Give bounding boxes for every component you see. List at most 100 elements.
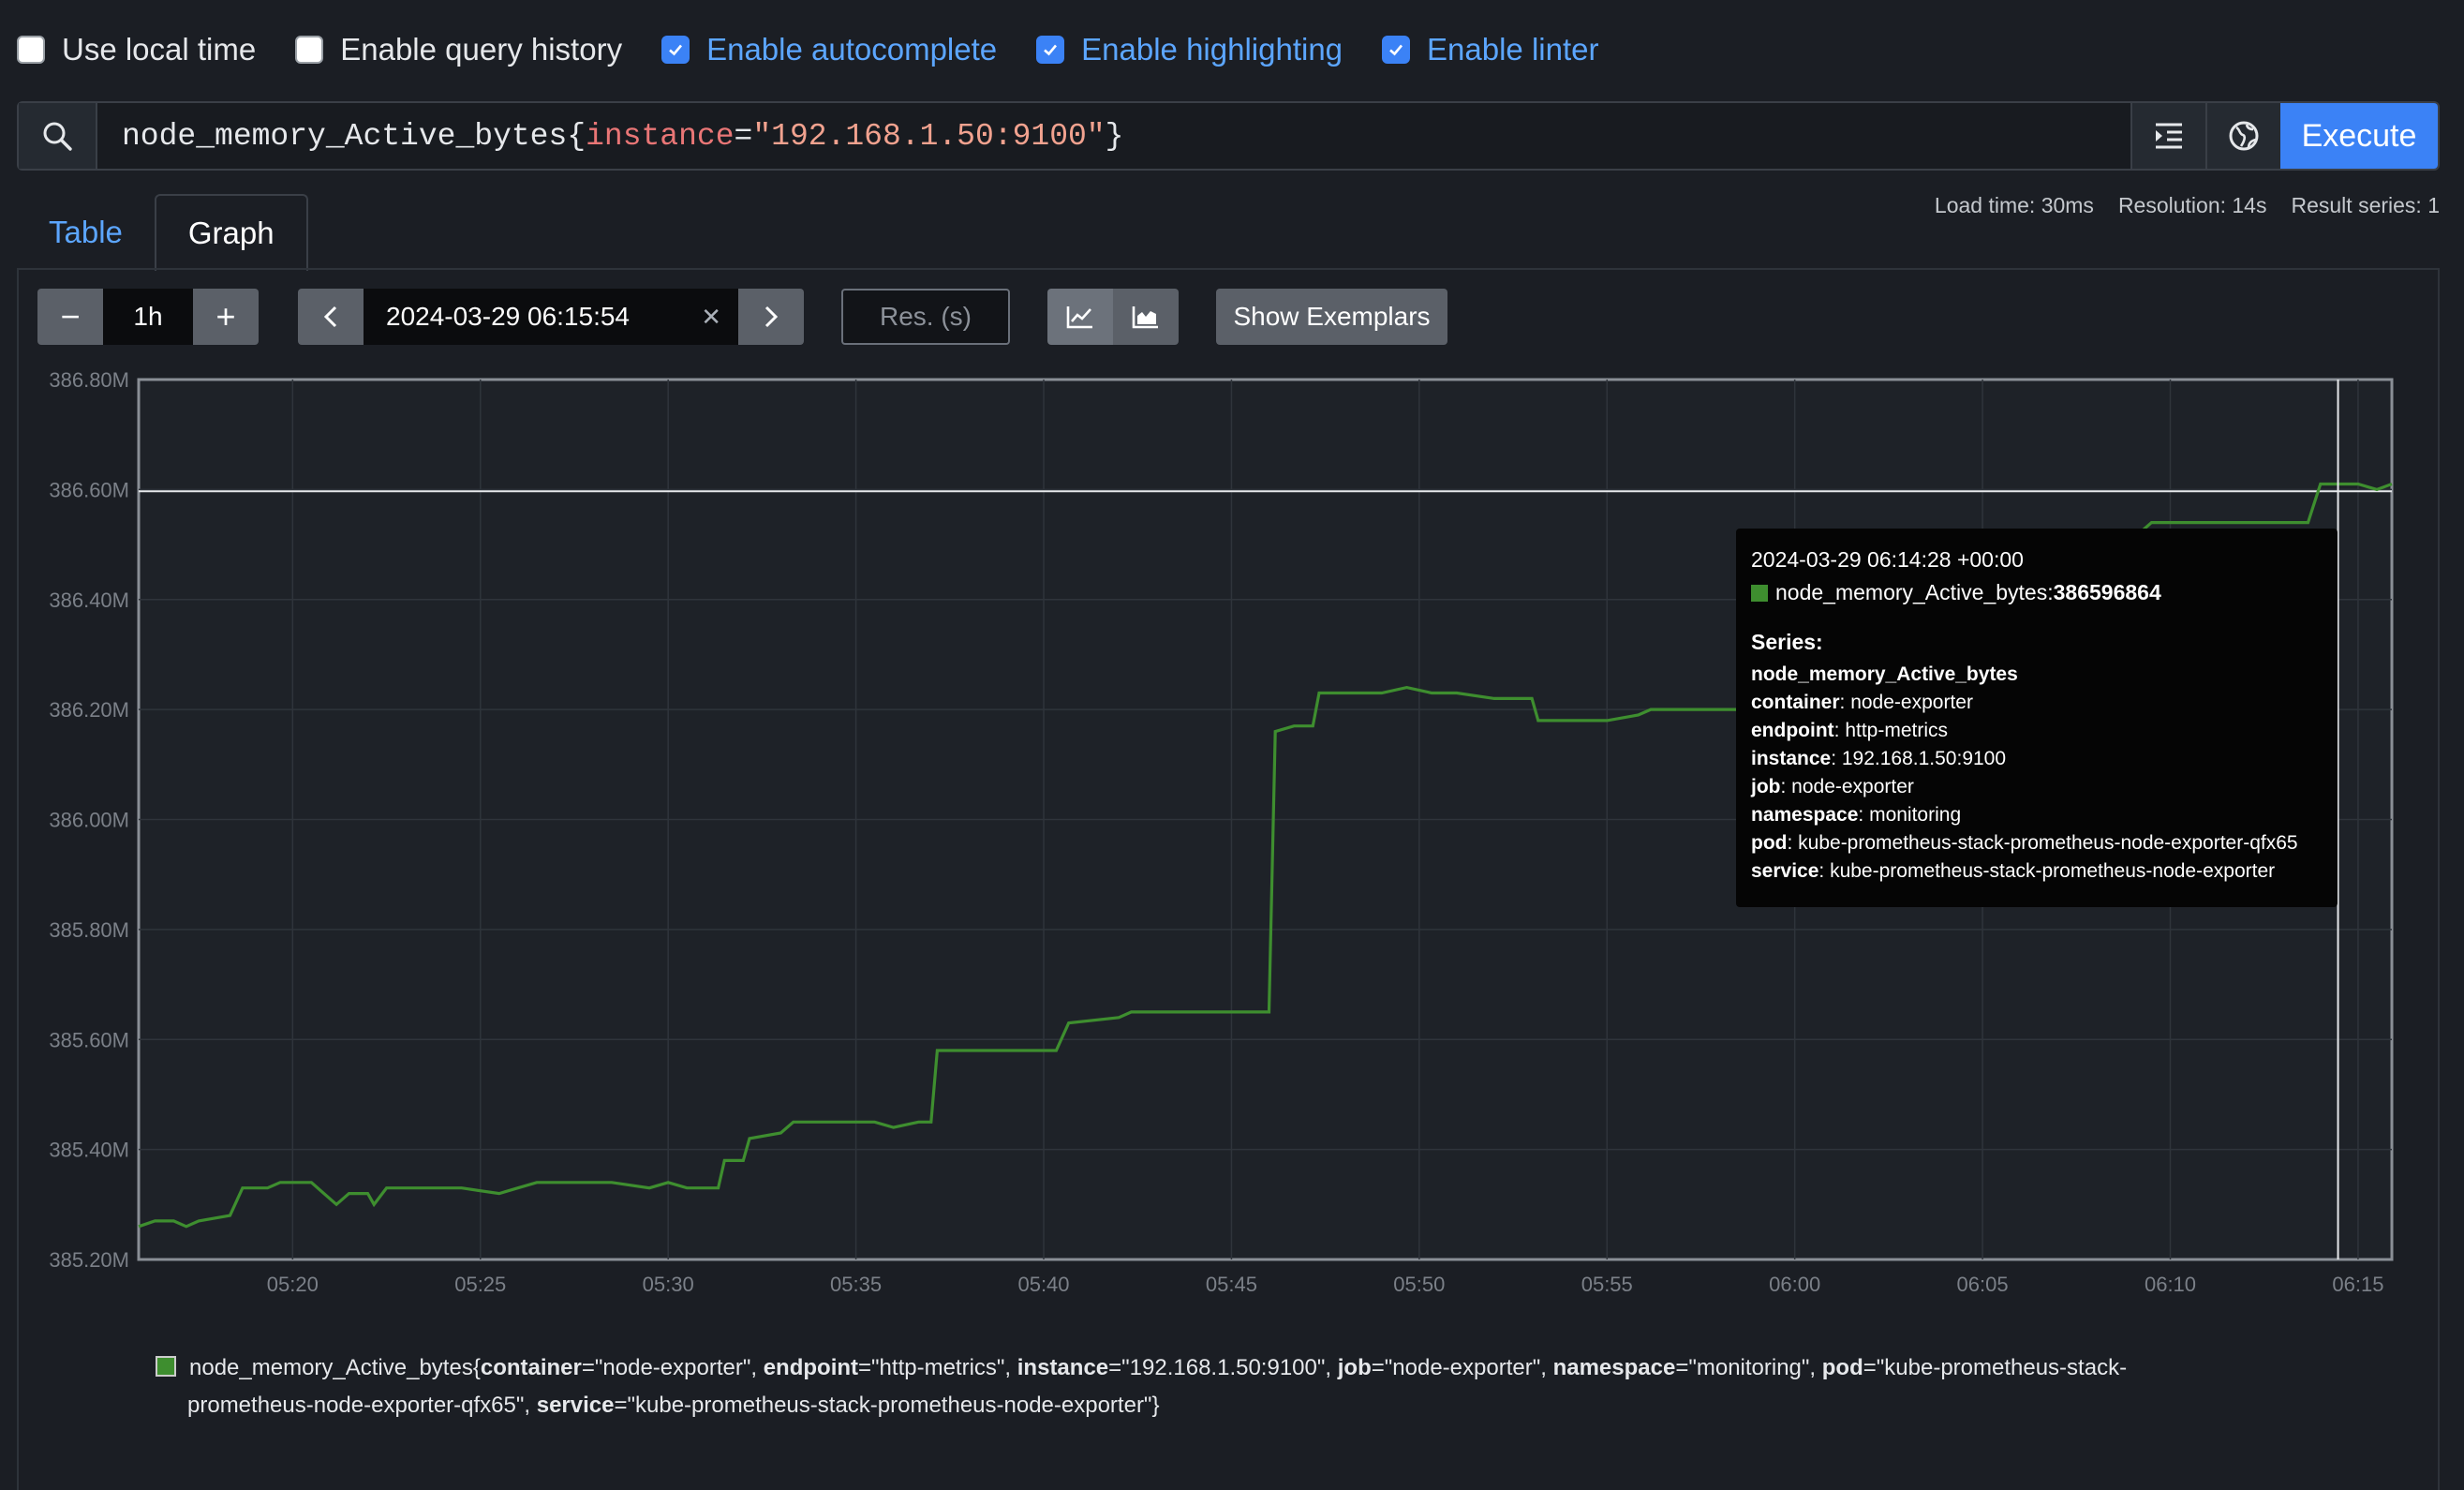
legend-key: service	[536, 1393, 615, 1418]
tooltip-label-row: container: node-exporter	[1751, 689, 2323, 717]
tab-bar: Table Graph	[17, 192, 308, 271]
legend-line-2: prometheus-node-exporter-qfx65", service…	[156, 1387, 2310, 1424]
brace-open: {	[567, 118, 586, 154]
checkbox-box[interactable]	[17, 36, 45, 64]
brace-close: }	[1105, 118, 1124, 154]
tab-table[interactable]: Table	[49, 215, 123, 249]
label-key: service	[1751, 860, 1819, 882]
legend-value: ="node-exporter",	[1371, 1355, 1553, 1380]
checkmark-icon[interactable]	[1382, 36, 1411, 64]
x-tick-label: 06:00	[1769, 1273, 1820, 1296]
execute-button[interactable]: Execute	[2280, 103, 2438, 169]
search-icon	[19, 103, 97, 169]
label-key: pod	[1751, 832, 1788, 854]
unstacked-button[interactable]	[1047, 289, 1113, 345]
y-tick-label: 386.40M	[49, 589, 129, 612]
legend-key: container	[480, 1355, 582, 1380]
x-tick-label: 05:55	[1581, 1273, 1633, 1296]
x-tick-label: 05:45	[1206, 1273, 1257, 1296]
label-key: job	[1751, 776, 1781, 797]
area-chart-icon	[1132, 306, 1158, 329]
tooltip-value-row: node_memory_Active_bytes: 386596864	[1751, 580, 2323, 605]
show-exemplars-button[interactable]: Show Exemplars	[1216, 289, 1447, 345]
resolution-input[interactable]: Res. (s)	[841, 289, 1010, 345]
y-tick-label: 385.80M	[49, 918, 129, 942]
expression-input[interactable]: node_memory_Active_bytes{instance = "192.1…	[97, 103, 2130, 169]
checkbox-label[interactable]: Enable highlighting	[1081, 32, 1343, 67]
checkbox-box[interactable]	[295, 36, 324, 64]
y-tick-label: 385.40M	[49, 1139, 129, 1162]
series-legend[interactable]: node_memory_Active_bytes{container="node…	[156, 1349, 2310, 1424]
legend-value: ="kube-prometheus-stack-	[1863, 1355, 2128, 1380]
checkmark-icon[interactable]	[661, 36, 690, 64]
checkmark-icon[interactable]	[1036, 36, 1065, 64]
y-tick-label: 385.20M	[49, 1248, 129, 1272]
tooltip-series-label: node_memory_Active_bytes:	[1775, 580, 2054, 604]
stacked-button[interactable]	[1113, 289, 1179, 345]
tooltip-label-row: service: kube-prometheus-stack-prometheu…	[1751, 857, 2323, 886]
checkbox-label[interactable]: Use local time	[62, 32, 257, 67]
end-time-value: 2024-03-29 06:15:54	[386, 302, 630, 331]
x-tick-label: 06:10	[2145, 1273, 2196, 1296]
enable-highlighting-checkbox[interactable]: Enable highlighting	[1036, 32, 1343, 67]
end-time-input[interactable]: 2024-03-29 06:15:54 ✕	[364, 289, 738, 345]
minus-icon: −	[60, 297, 81, 335]
range-input[interactable]: 1h	[103, 289, 193, 345]
tooltip-label-row: namespace: monitoring	[1751, 801, 2323, 829]
x-tick-label: 06:05	[1957, 1273, 2009, 1296]
legend-line-1: node_memory_Active_bytes{container="node…	[156, 1349, 2310, 1387]
next-time-button[interactable]	[738, 289, 804, 345]
label-key: namespace	[1751, 804, 1859, 826]
indent-icon	[2156, 123, 2182, 149]
legend-key: job	[1337, 1355, 1372, 1380]
globe-icon	[2229, 121, 2259, 151]
tooltip-label-row: pod: kube-prometheus-stack-prometheus-no…	[1751, 829, 2323, 857]
plus-icon: +	[215, 297, 236, 335]
legend-value: ="monitoring",	[1675, 1355, 1822, 1380]
checkbox-label[interactable]: Enable query history	[340, 32, 623, 67]
legend-value: ="192.168.1.50:9100",	[1108, 1355, 1338, 1380]
metrics-explorer-button[interactable]	[2205, 103, 2280, 169]
query-metric: node_memory_Active_bytes	[122, 118, 568, 154]
graph-panel	[17, 268, 2440, 1490]
increase-range-button[interactable]: +	[193, 289, 259, 345]
hover-tooltip: 2024-03-29 06:14:28 +00:00 node_memory_A…	[1736, 529, 2338, 907]
load-time: Load time: 30ms	[1934, 193, 2094, 217]
y-tick-label: 386.60M	[49, 478, 129, 501]
result-series: Result series: 1	[2291, 193, 2440, 217]
legend-value: prometheus-node-exporter-qfx65",	[187, 1393, 537, 1418]
decrease-range-button[interactable]: −	[37, 289, 103, 345]
label-value: : node-exporter	[1780, 776, 1914, 797]
legend-value: ="kube-prometheus-stack-prometheus-node-…	[614, 1393, 1160, 1418]
tab-graph[interactable]: Graph	[154, 194, 308, 271]
x-tick-label: 05:40	[1017, 1273, 1069, 1296]
tooltip-label-row: endpoint: http-metrics	[1751, 717, 2323, 745]
label-value: : node-exporter	[1839, 692, 1973, 713]
checkbox-label[interactable]: Enable autocomplete	[706, 32, 998, 67]
format-expression-button[interactable]	[2130, 103, 2205, 169]
x-tick-label: 05:25	[454, 1273, 506, 1296]
enable-query-history-checkbox[interactable]: Enable query history	[295, 32, 622, 67]
tooltip-metric-name: node_memory_Active_bytes	[1751, 663, 2018, 685]
x-tick-label: 05:30	[643, 1273, 694, 1296]
line-chart-icon	[1066, 306, 1092, 329]
clear-icon[interactable]: ✕	[701, 302, 721, 331]
enable-autocomplete-checkbox[interactable]: Enable autocomplete	[661, 32, 997, 67]
checkbox-label[interactable]: Enable linter	[1427, 32, 1599, 67]
y-tick-label: 385.60M	[49, 1028, 129, 1051]
options-row: Use local time Enable query history Enab…	[17, 28, 1638, 71]
y-tick-label: 386.80M	[49, 368, 129, 392]
query-label-value: "192.168.1.50:9100"	[752, 118, 1106, 154]
label-value: : kube-prometheus-stack-prometheus-node-…	[1787, 832, 2298, 854]
label-value: : 192.168.1.50:9100	[1831, 748, 2007, 769]
tooltip-series-header: Series:	[1751, 630, 1823, 654]
resolution: Resolution: 14s	[2117, 193, 2267, 217]
y-tick-label: 386.20M	[49, 698, 129, 722]
query-bar: node_memory_Active_bytes{instance = "192.1…	[17, 101, 2440, 171]
chevron-right-icon	[764, 305, 779, 328]
use-local-time-checkbox[interactable]: Use local time	[17, 32, 256, 67]
tooltip-value: 386596864	[2053, 580, 2161, 604]
previous-time-button[interactable]	[298, 289, 364, 345]
tooltip-timestamp: 2024-03-29 06:14:28 +00:00	[1751, 547, 2024, 572]
enable-linter-checkbox[interactable]: Enable linter	[1382, 32, 1598, 67]
